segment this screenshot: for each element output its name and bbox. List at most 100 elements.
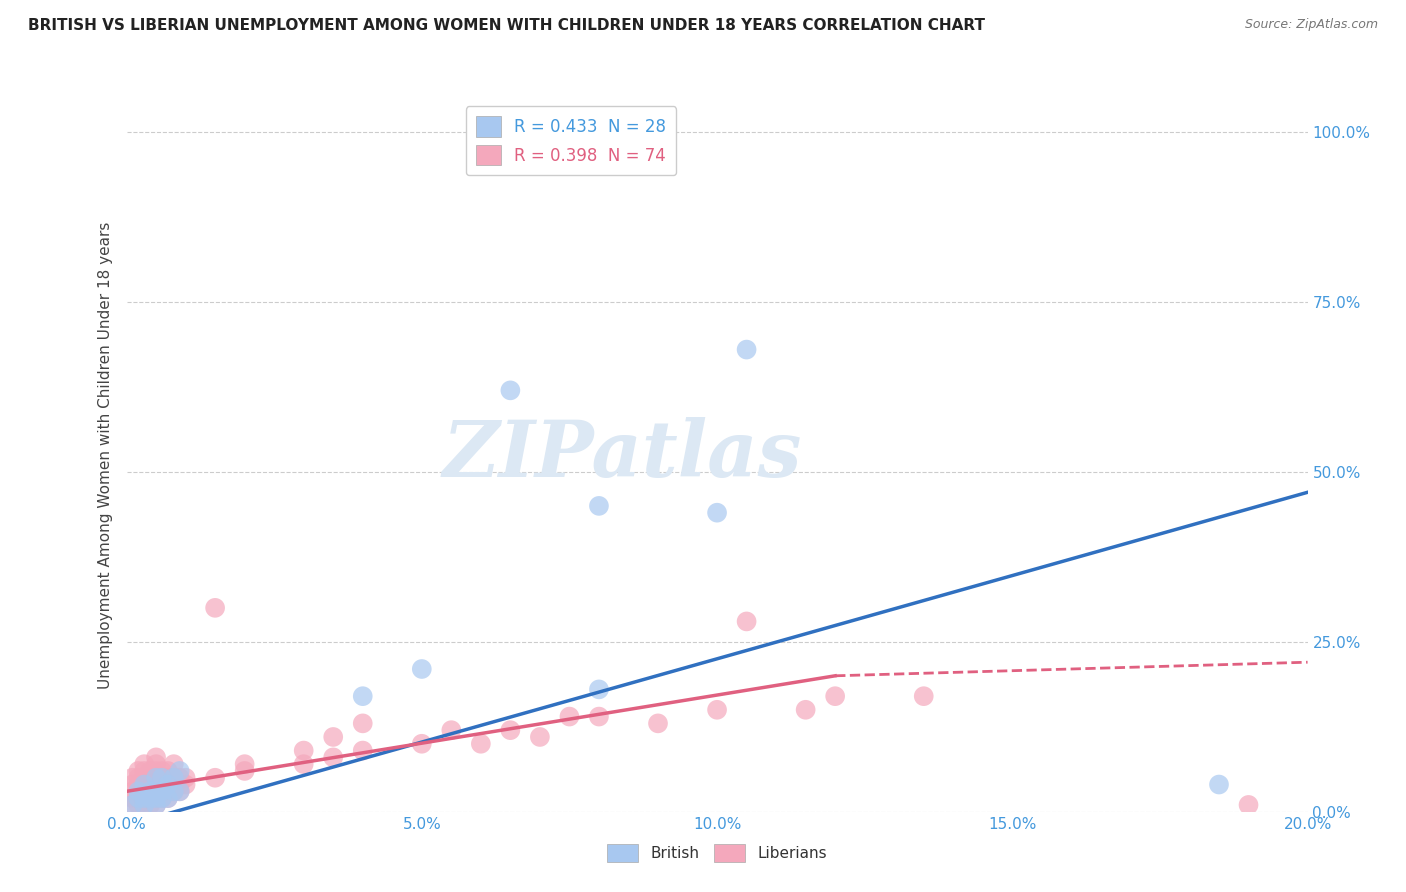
Point bbox=[139, 778, 162, 792]
Point bbox=[794, 703, 817, 717]
Point bbox=[150, 791, 173, 805]
Point bbox=[204, 771, 226, 785]
Point bbox=[150, 771, 173, 785]
Point bbox=[470, 737, 492, 751]
Point bbox=[322, 750, 344, 764]
Point bbox=[411, 737, 433, 751]
Point bbox=[139, 771, 162, 785]
Point bbox=[292, 757, 315, 772]
Point bbox=[121, 784, 143, 798]
Point bbox=[121, 771, 143, 785]
Point bbox=[163, 771, 186, 785]
Point bbox=[169, 778, 191, 792]
Point bbox=[134, 791, 156, 805]
Point bbox=[134, 784, 156, 798]
Point bbox=[121, 797, 143, 812]
Point bbox=[145, 771, 167, 785]
Point bbox=[127, 797, 149, 812]
Point bbox=[706, 506, 728, 520]
Point bbox=[145, 764, 167, 778]
Point bbox=[352, 716, 374, 731]
Point bbox=[558, 709, 581, 723]
Point bbox=[1237, 797, 1260, 812]
Point bbox=[163, 771, 186, 785]
Point bbox=[127, 784, 149, 798]
Point bbox=[156, 791, 179, 805]
Point bbox=[127, 791, 149, 805]
Point bbox=[145, 750, 167, 764]
Point bbox=[150, 784, 173, 798]
Point bbox=[145, 771, 167, 785]
Point bbox=[127, 771, 149, 785]
Point bbox=[233, 764, 256, 778]
Point bbox=[156, 771, 179, 785]
Point bbox=[127, 778, 149, 792]
Point bbox=[163, 784, 186, 798]
Point bbox=[588, 709, 610, 723]
Point bbox=[121, 797, 143, 812]
Point bbox=[139, 764, 162, 778]
Text: Source: ZipAtlas.com: Source: ZipAtlas.com bbox=[1244, 18, 1378, 31]
Point bbox=[824, 689, 846, 703]
Point bbox=[499, 723, 522, 738]
Point bbox=[150, 791, 173, 805]
Point bbox=[233, 757, 256, 772]
Point bbox=[150, 778, 173, 792]
Point bbox=[588, 499, 610, 513]
Point bbox=[1208, 778, 1230, 792]
Point bbox=[169, 764, 191, 778]
Point bbox=[145, 784, 167, 798]
Point bbox=[411, 662, 433, 676]
Point bbox=[134, 797, 156, 812]
Point bbox=[134, 778, 156, 792]
Point bbox=[150, 764, 173, 778]
Point bbox=[134, 797, 156, 812]
Point bbox=[134, 771, 156, 785]
Point bbox=[156, 764, 179, 778]
Point bbox=[121, 791, 143, 805]
Point bbox=[145, 797, 167, 812]
Point bbox=[127, 764, 149, 778]
Point bbox=[127, 791, 149, 805]
Point bbox=[139, 784, 162, 798]
Point bbox=[529, 730, 551, 744]
Point bbox=[647, 716, 669, 731]
Point bbox=[156, 778, 179, 792]
Point bbox=[156, 791, 179, 805]
Legend: British, Liberians: British, Liberians bbox=[602, 838, 832, 868]
Point bbox=[134, 778, 156, 792]
Point bbox=[352, 743, 374, 757]
Point bbox=[292, 743, 315, 757]
Point bbox=[134, 791, 156, 805]
Point bbox=[150, 784, 173, 798]
Point bbox=[139, 784, 162, 798]
Point bbox=[322, 730, 344, 744]
Point bbox=[156, 784, 179, 798]
Point bbox=[139, 797, 162, 812]
Point bbox=[134, 764, 156, 778]
Point bbox=[735, 343, 758, 357]
Point bbox=[134, 757, 156, 772]
Point bbox=[139, 791, 162, 805]
Point bbox=[145, 791, 167, 805]
Point bbox=[169, 784, 191, 798]
Text: BRITISH VS LIBERIAN UNEMPLOYMENT AMONG WOMEN WITH CHILDREN UNDER 18 YEARS CORREL: BRITISH VS LIBERIAN UNEMPLOYMENT AMONG W… bbox=[28, 18, 986, 33]
Point bbox=[499, 384, 522, 398]
Point bbox=[145, 778, 167, 792]
Point bbox=[706, 703, 728, 717]
Point bbox=[145, 797, 167, 812]
Point bbox=[163, 778, 186, 792]
Point bbox=[588, 682, 610, 697]
Point bbox=[174, 771, 197, 785]
Point bbox=[174, 778, 197, 792]
Point bbox=[163, 757, 186, 772]
Point bbox=[163, 784, 186, 798]
Point bbox=[440, 723, 463, 738]
Point bbox=[204, 600, 226, 615]
Y-axis label: Unemployment Among Women with Children Under 18 years: Unemployment Among Women with Children U… bbox=[97, 221, 112, 689]
Point bbox=[127, 784, 149, 798]
Text: ZIPatlas: ZIPatlas bbox=[443, 417, 803, 493]
Point bbox=[139, 791, 162, 805]
Point bbox=[735, 615, 758, 629]
Point bbox=[169, 771, 191, 785]
